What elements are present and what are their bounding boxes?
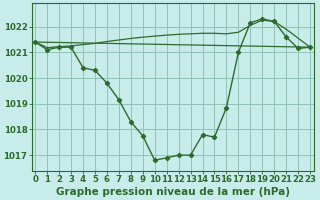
- X-axis label: Graphe pression niveau de la mer (hPa): Graphe pression niveau de la mer (hPa): [56, 187, 290, 197]
